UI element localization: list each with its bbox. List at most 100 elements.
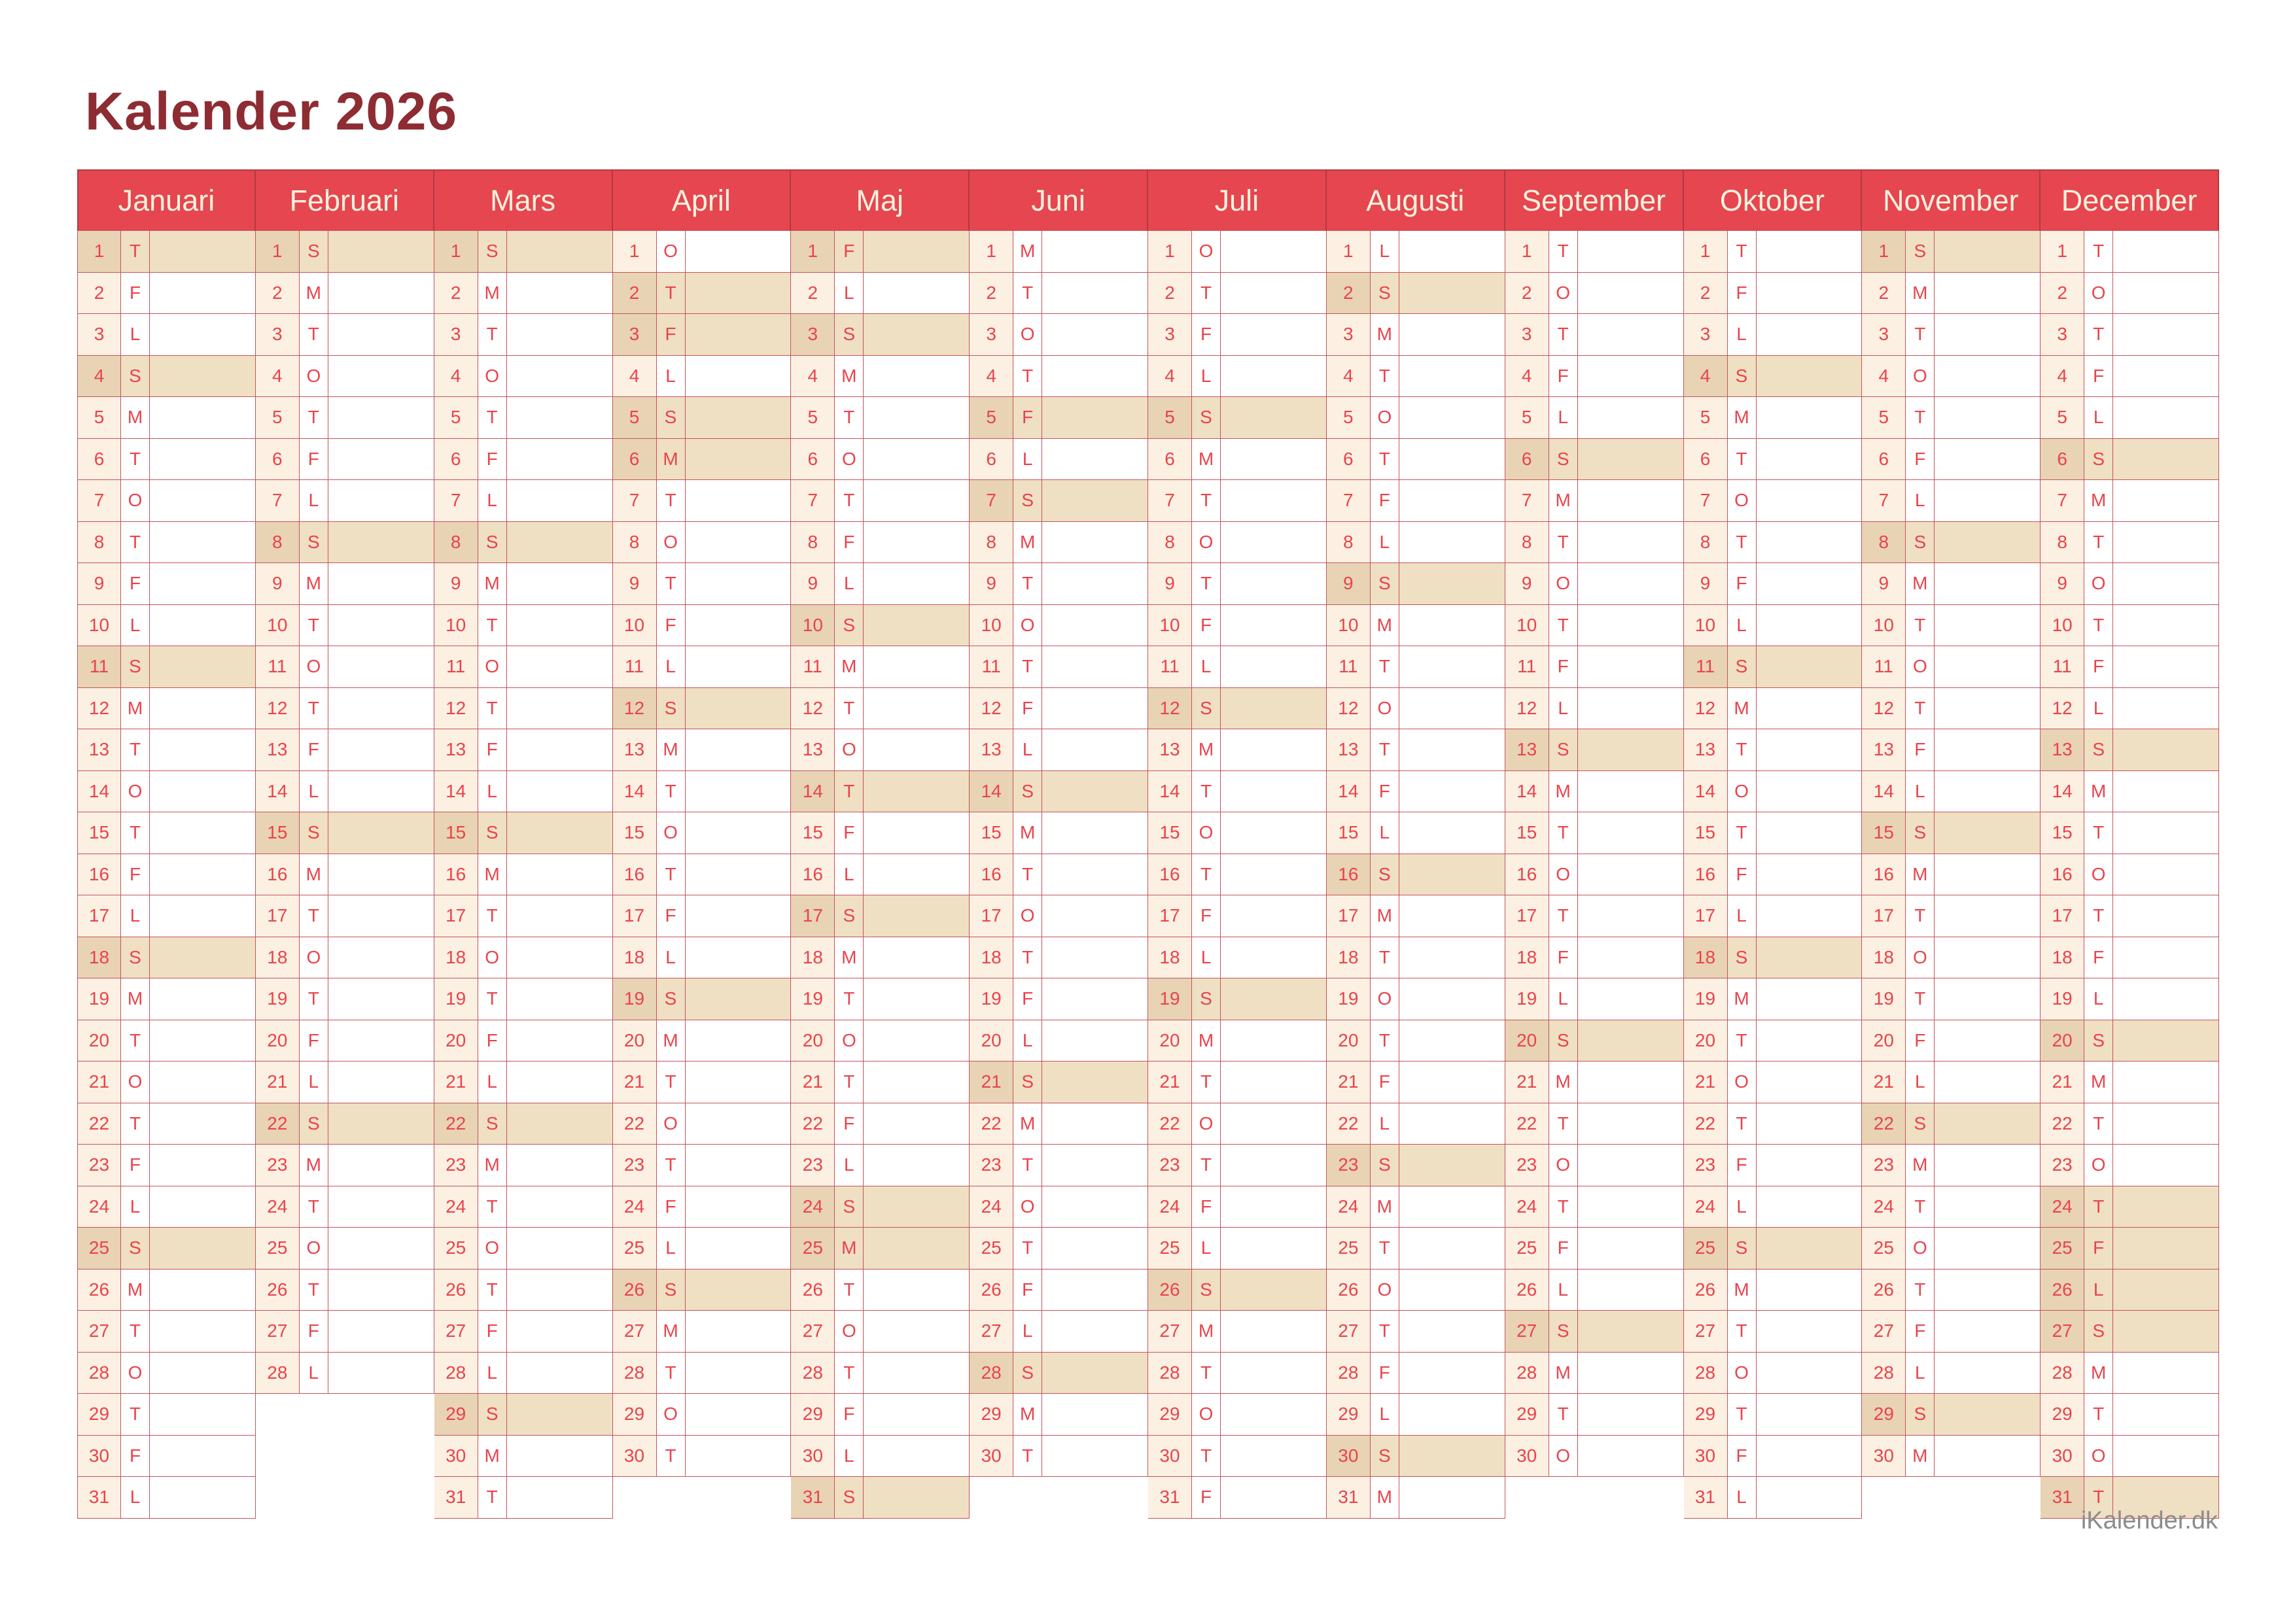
weekday-letter: M [2090, 1362, 2107, 1383]
day-row: 21 M [2041, 1062, 2219, 1103]
weekday-cell: T [1370, 1020, 1399, 1061]
day-number-cell: 15 [434, 812, 478, 854]
note-cell [1577, 812, 1684, 854]
day-row: 12 T [255, 687, 434, 729]
weekday-letter: M [1198, 1029, 1214, 1050]
day-number-cell: 14 [1862, 770, 1906, 812]
day-number-cell: 5 [255, 397, 300, 438]
day-row: 10 F [1148, 604, 1327, 646]
weekday-letter: S [1378, 282, 1391, 303]
note-cell [506, 1103, 613, 1144]
weekday-cell: O [299, 355, 328, 396]
day-number: 26 [1873, 1279, 1894, 1300]
day-row: 26 S [612, 1269, 792, 1311]
weekday-letter: T [1557, 324, 1569, 345]
weekday-cell: S [656, 397, 686, 438]
weekday-cell: T [478, 1477, 507, 1518]
weekday-cell: T [1906, 1269, 1935, 1310]
weekday-cell: M [1013, 521, 1043, 562]
note-cell [1042, 646, 1148, 687]
note-cell [1577, 978, 1684, 1020]
note-cell [1042, 480, 1148, 521]
weekday-cell: T [835, 1269, 864, 1310]
day-number-cell: 1 [1326, 231, 1371, 272]
note-cell [1221, 604, 1327, 646]
weekday-cell: F [835, 521, 864, 562]
day-number-cell: 16 [1326, 854, 1371, 895]
day-row: 10 O [970, 604, 1148, 646]
weekday-cell: T [1013, 646, 1043, 687]
day-number-cell: 16 [434, 854, 478, 895]
day-number: 18 [446, 946, 466, 967]
note-cell [150, 1477, 256, 1518]
note-cell [1756, 770, 1863, 812]
weekday-letter: M [1734, 988, 1749, 1009]
note-cell [864, 1269, 970, 1310]
day-number: 11 [1695, 656, 1715, 677]
day-row: 14 T [1148, 770, 1327, 812]
day-number: 17 [446, 905, 466, 926]
day-number-cell: 18 [1862, 937, 1906, 978]
weekday-cell: O [299, 937, 328, 978]
note-cell [1042, 1145, 1148, 1186]
weekday-cell: T [1013, 1145, 1043, 1186]
day-number: 5 [1878, 407, 1889, 428]
note-cell [1221, 1435, 1327, 1476]
day-row: 15 F [791, 812, 970, 854]
day-number: 11 [89, 656, 109, 677]
weekday-letter: T [129, 822, 141, 843]
day-number: 3 [1878, 324, 1889, 345]
weekday-letter: T [665, 490, 676, 511]
day-row: 18 S [77, 937, 256, 978]
day-number-cell: 4 [1505, 355, 1549, 396]
day-number: 27 [623, 1321, 645, 1341]
day-number-cell: 28 [1862, 1352, 1906, 1393]
day-number: 30 [1873, 1445, 1894, 1466]
note-cell [1756, 1311, 1863, 1352]
weekday-letter: T [1022, 1154, 1034, 1175]
day-row: 20 T [1683, 1020, 1863, 1062]
note-cell [1399, 1352, 1505, 1393]
weekday-letter: T [1022, 1237, 1034, 1258]
day-row: 23 L [791, 1145, 970, 1186]
day-row: 23 O [2041, 1145, 2219, 1186]
day-number-cell: 16 [1148, 854, 1192, 895]
note-cell [1042, 438, 1148, 479]
weekday-letter: M [1376, 614, 1392, 635]
day-row: 20 L [970, 1020, 1148, 1062]
day-number-cell: 30 [791, 1435, 835, 1476]
weekday-cell: F [478, 1311, 507, 1352]
weekday-letter: O [1734, 490, 1749, 511]
day-row: 21 T [791, 1062, 970, 1103]
day-number: 22 [802, 1113, 823, 1133]
day-number-cell: 11 [2041, 646, 2085, 687]
day-row: 12 T [434, 687, 613, 729]
weekday-letter: S [843, 1487, 856, 1508]
day-number: 21 [2052, 1071, 2073, 1092]
day-number: 1 [1343, 241, 1354, 262]
day-number: 16 [88, 863, 110, 884]
day-number: 13 [1694, 739, 1716, 760]
day-number: 14 [1694, 780, 1716, 801]
month-column: Februari 1 S 2 M 3 T 4 O 5 T 6 F 7 L 8 S 9 M 10 T 11 O 12 T 13 F 14… [255, 169, 434, 1394]
day-number: 25 [802, 1237, 823, 1258]
day-number: 11 [446, 656, 466, 677]
day-number: 10 [623, 614, 645, 635]
note-cell [864, 854, 970, 895]
weekday-letter: F [129, 573, 141, 594]
day-number: 13 [802, 739, 823, 760]
day-number: 2 [986, 282, 996, 303]
weekday-cell: T [2084, 1477, 2114, 1518]
day-number: 5 [1700, 407, 1711, 428]
day-number: 7 [986, 490, 996, 511]
day-number-cell: 17 [791, 895, 835, 937]
day-number-cell: 12 [1148, 687, 1192, 729]
day-number-cell: 23 [970, 1145, 1014, 1186]
day-number: 5 [450, 407, 461, 428]
note-cell [1577, 231, 1684, 272]
weekday-letter: M [1555, 490, 1571, 511]
